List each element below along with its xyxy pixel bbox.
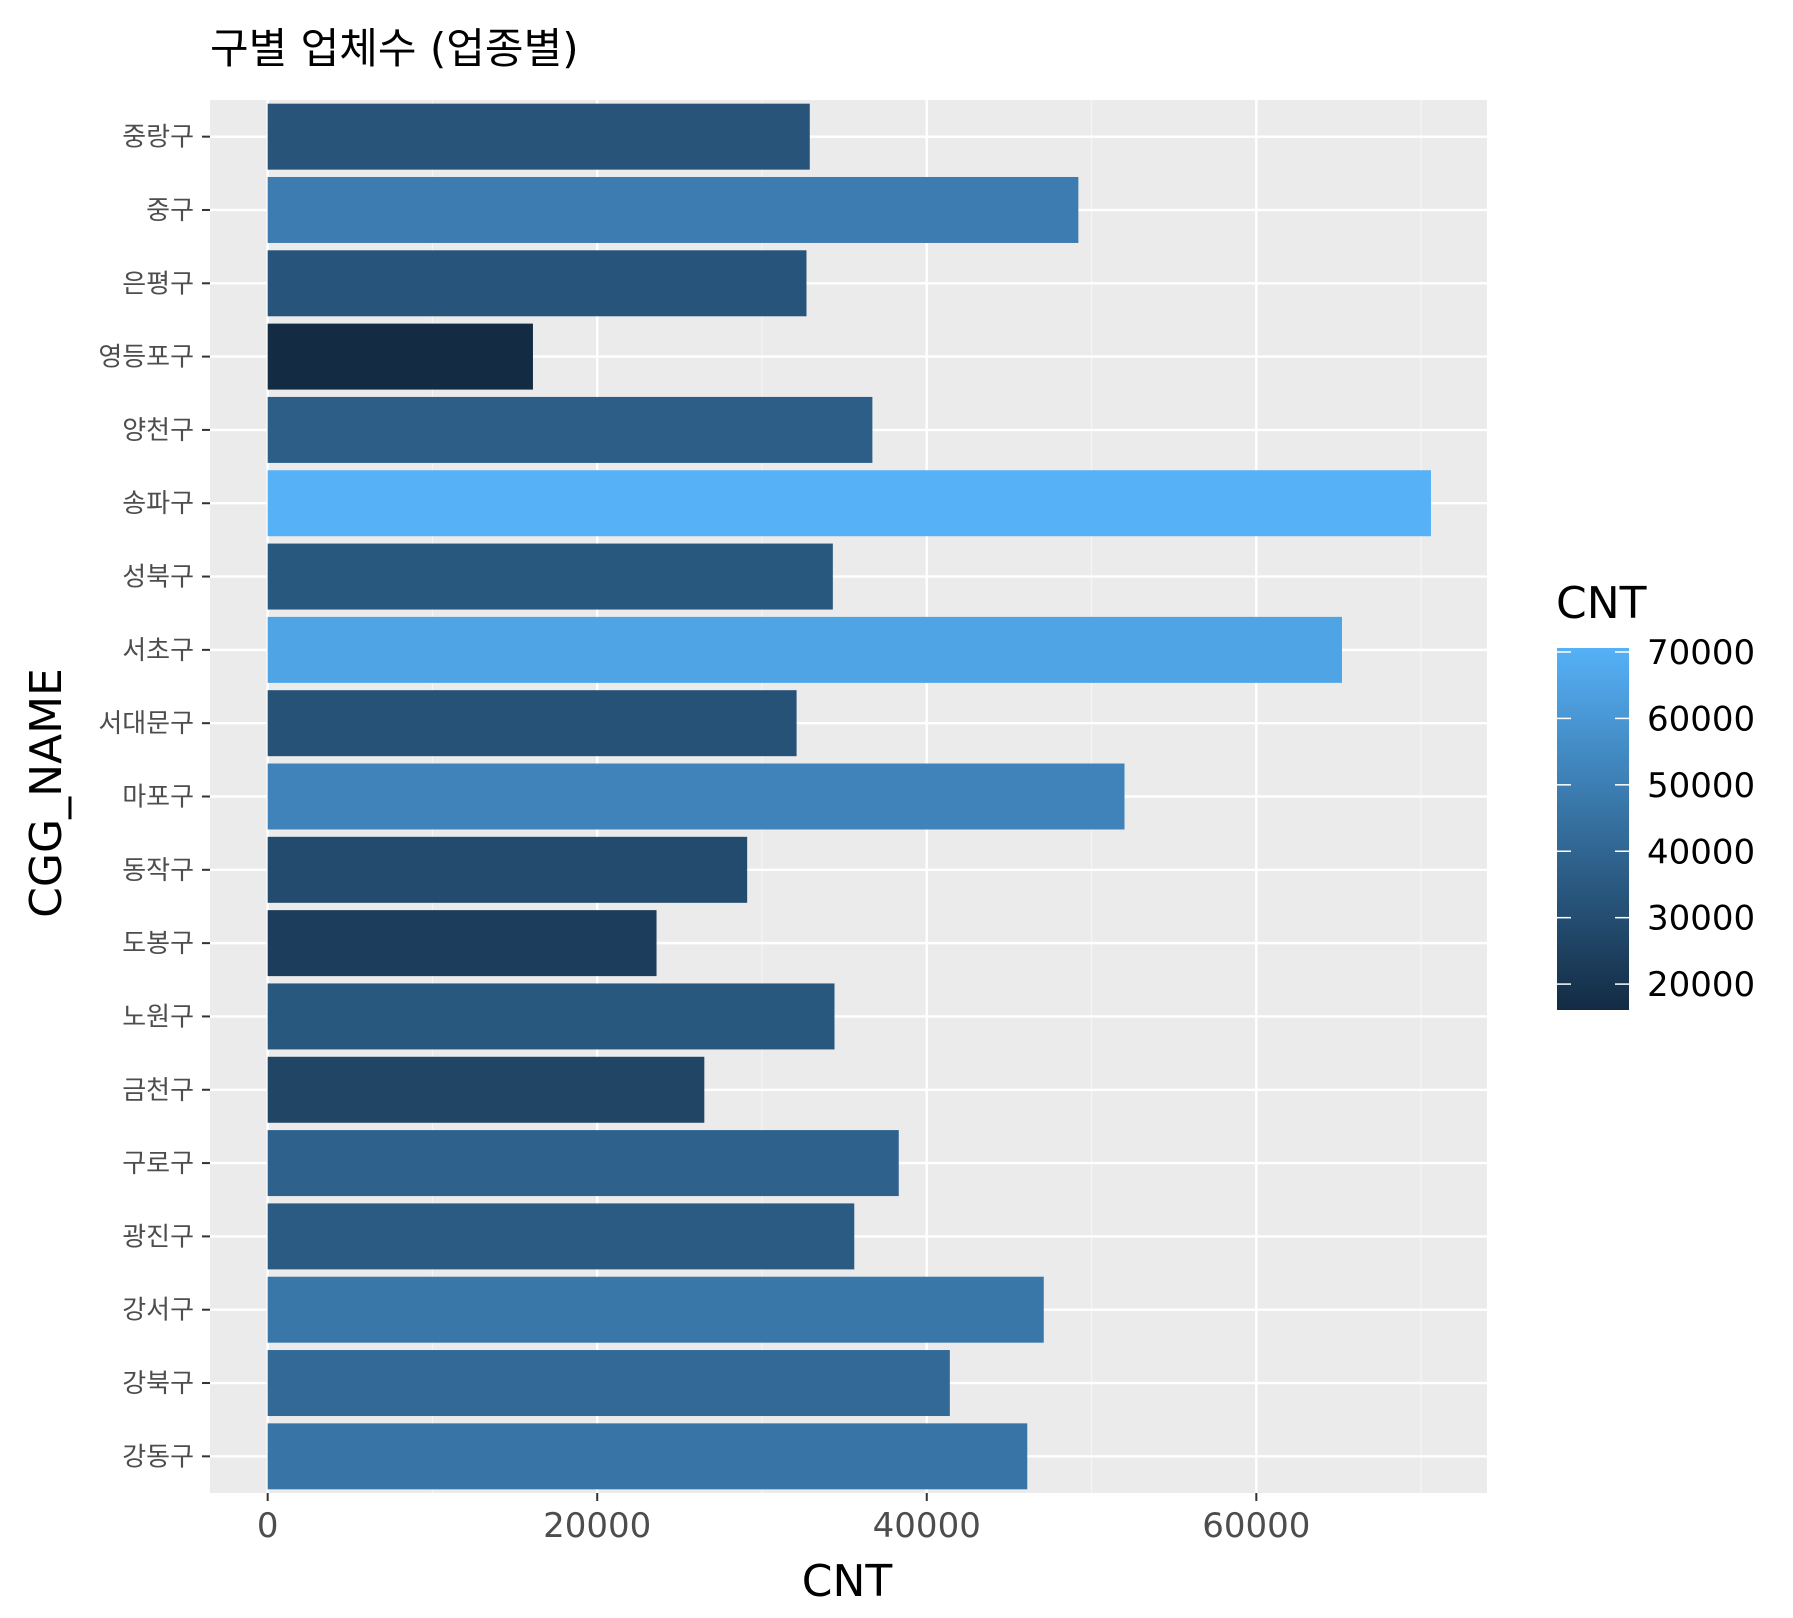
bar-강북구 [267,1350,950,1417]
bar-중구 [267,176,1079,243]
bar-서초구 [267,616,1342,683]
chart-title: 구별 업체수 (업종별) [210,24,579,73]
legend-tick-label: 30000 [1647,899,1755,939]
y-tick-label: 강동구 [122,1442,194,1472]
bar-광진구 [267,1203,855,1270]
bar-노원구 [267,983,835,1050]
bar-금천구 [267,1056,705,1123]
x-tick-label: 20000 [543,1506,651,1546]
y-tick-label: 성북구 [122,563,194,593]
x-axis: 0 20000 40000 60000 [257,1493,1310,1546]
y-tick-label: 도봉구 [122,929,194,959]
y-tick-label: 서초구 [122,636,194,666]
y-tick-label: 금천구 [122,1076,194,1106]
x-axis-title: CNT [802,1556,893,1607]
x-tick-label: 0 [257,1506,279,1546]
y-tick-label: 강서구 [122,1296,194,1326]
y-tick-label: 송파구 [122,489,194,519]
bar-성북구 [267,543,833,610]
bar-중랑구 [267,103,810,170]
bar-강동구 [267,1423,1028,1490]
y-tick-label: 광진구 [122,1222,194,1252]
y-axis: 강동구 강북구 강서구 광진구 구로구 금천구 노원구 도봉구 동작구 마포구 서대문구 서초구 성북구… [98,123,210,1472]
legend-tick-label: 60000 [1647,699,1755,739]
bar-동작구 [267,836,748,903]
y-tick-label: 양천구 [122,416,194,446]
x-tick-label: 60000 [1202,1506,1310,1546]
bar-영등포구 [267,323,533,390]
legend-tick-label: 70000 [1647,633,1755,673]
y-tick-label: 중구 [146,196,194,226]
x-tick-label: 40000 [873,1506,981,1546]
y-tick-label: 동작구 [122,856,194,886]
y-tick-label: 구로구 [122,1149,194,1179]
legend-title: CNT [1556,578,1647,629]
legend-tick-label: 20000 [1647,965,1755,1005]
legend-colorbar [1557,648,1629,1010]
bar-도봉구 [267,910,657,977]
y-tick-label: 마포구 [122,783,194,813]
y-axis-title: CGG_NAME [21,668,72,918]
y-tick-label: 중랑구 [122,123,194,153]
color-legend: CNT 20000 30000 40000 50000 60000 70000 [1556,578,1755,1010]
y-tick-label: 영등포구 [98,343,194,373]
y-tick-label: 노원구 [122,1002,194,1032]
bars [267,103,1431,1490]
bar-강서구 [267,1276,1044,1343]
bar-서대문구 [267,690,797,757]
y-tick-label: 은평구 [122,269,194,299]
legend-tick-label: 40000 [1647,832,1755,872]
bar-은평구 [267,250,807,317]
y-tick-label: 서대문구 [98,709,194,739]
bar-송파구 [267,470,1431,537]
bar-구로구 [267,1130,899,1197]
bar-양천구 [267,396,873,463]
legend-tick-label: 50000 [1647,766,1755,806]
bar-마포구 [267,763,1125,830]
y-tick-label: 강북구 [122,1369,194,1399]
